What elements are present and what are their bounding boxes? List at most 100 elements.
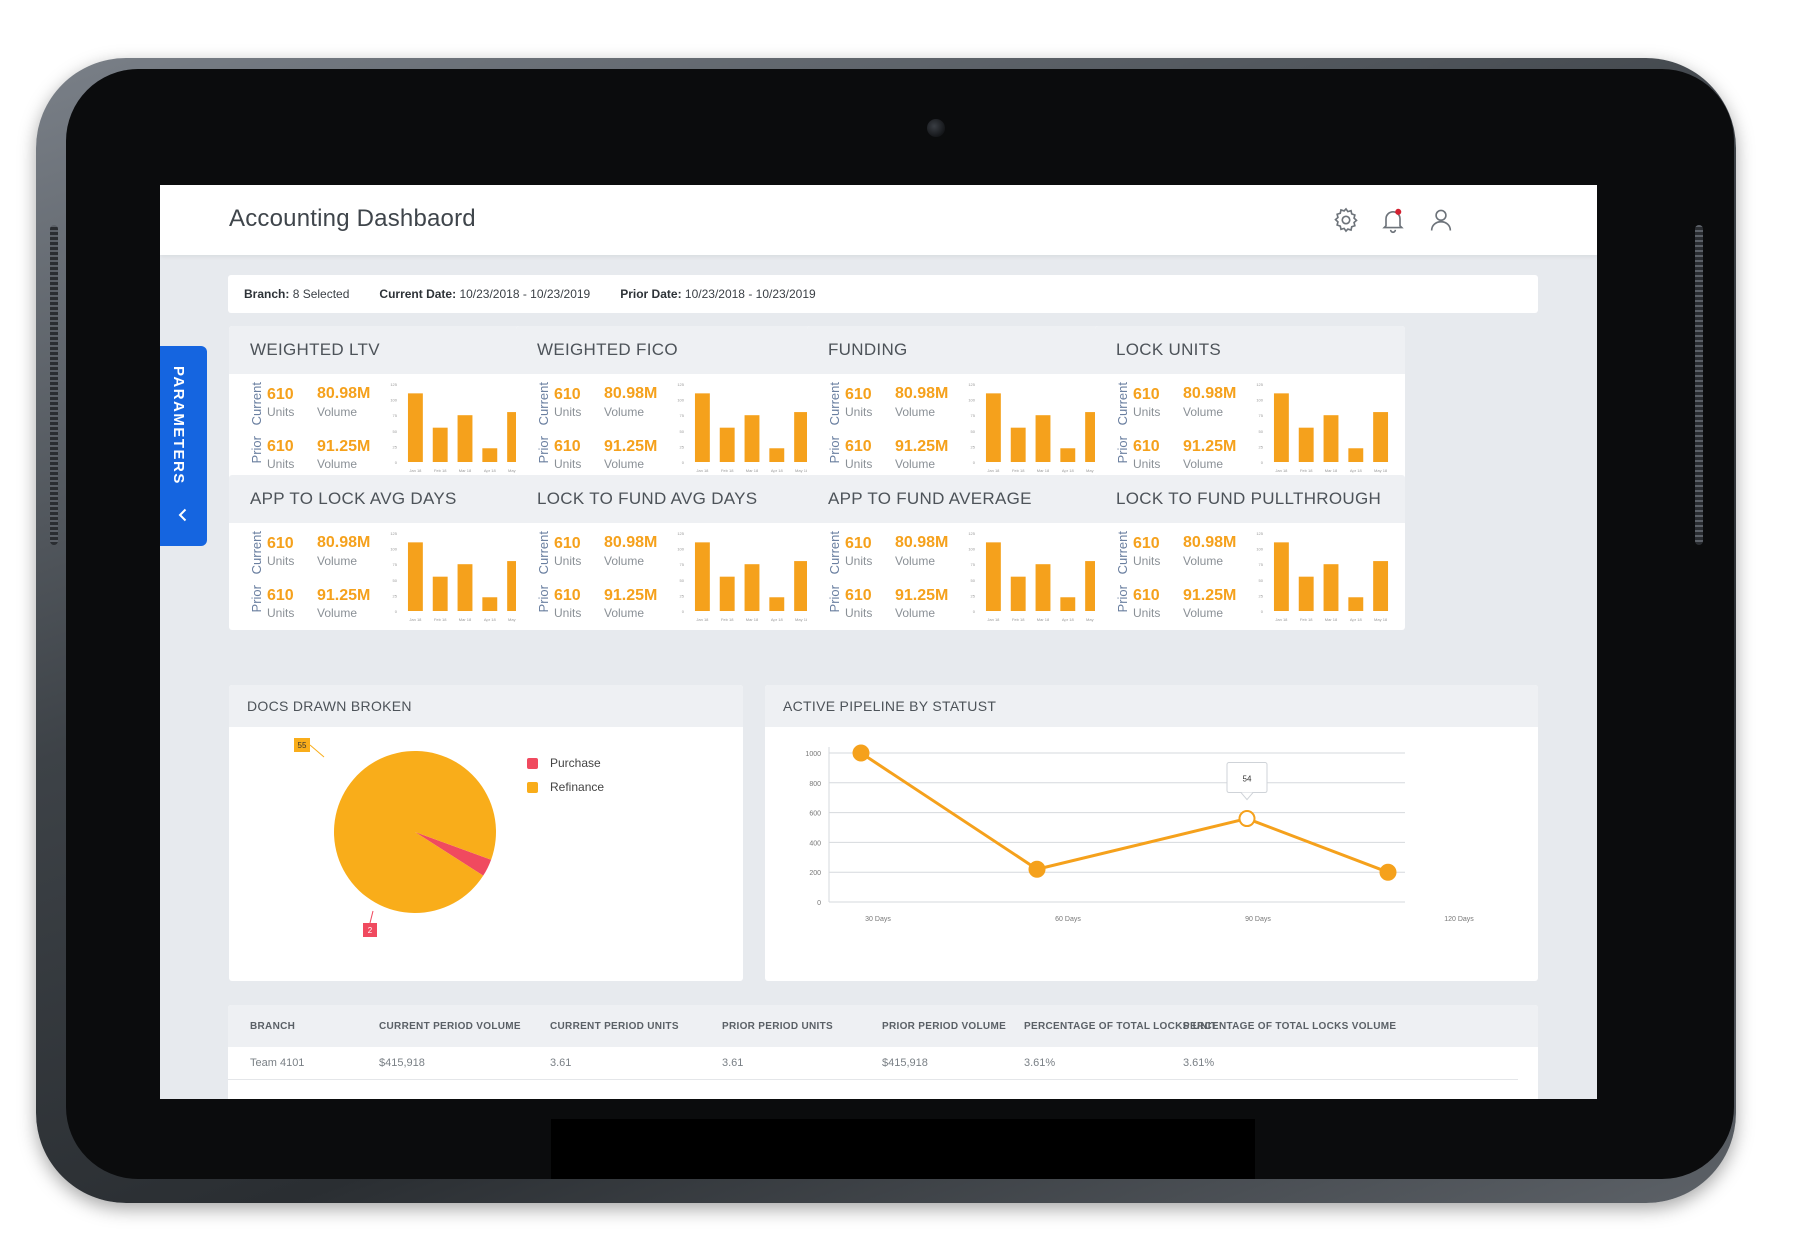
kpi-body: Current Prior 610 Units 80.98M Volume 610 Units… (229, 374, 539, 481)
column-header[interactable]: PERCENTAGE OF TOTAL LOCKS UNIT (1024, 1021, 1218, 1032)
bell-icon[interactable] (1379, 206, 1407, 234)
column-header[interactable]: CURRENT PERIOD UNITS (550, 1021, 679, 1032)
pie-slice[interactable] (415, 832, 492, 876)
kpi-card[interactable]: WEIGHTED LTV Current Prior 610 Units 80.98M Vo… (229, 326, 539, 481)
kpi-card[interactable]: LOCK TO FUND AVG DAYS Current Prior 610 Unit… (516, 475, 826, 630)
bar[interactable] (457, 564, 473, 611)
column-header[interactable]: BRANCH (250, 1021, 296, 1032)
y-tick-label: 100 (677, 398, 684, 403)
bar[interactable] (1060, 448, 1076, 462)
kpi-card[interactable]: WEIGHTED FICO Current Prior 610 Units 80.98M V… (516, 326, 826, 481)
pie-slice[interactable] (334, 750, 497, 913)
y-tick-label: 25 (971, 593, 976, 598)
bar[interactable] (985, 542, 1001, 611)
kpi-card[interactable]: LOCK UNITS Current Prior 610 Units 80.98M Volu… (1095, 326, 1405, 481)
prior-units-value: 610 (267, 438, 294, 455)
bar[interactable] (744, 415, 760, 462)
column-header[interactable]: CURRENT PERIOD VOLUME (379, 1021, 521, 1032)
x-tick-label: Feb 18 (1012, 617, 1025, 622)
bar[interactable] (1323, 564, 1339, 611)
bar[interactable] (1348, 597, 1364, 611)
bar[interactable] (482, 597, 498, 611)
bar[interactable] (1035, 415, 1051, 462)
bar[interactable] (482, 448, 498, 462)
prior-date-filter[interactable]: Prior Date: 10/23/2018 - 10/23/2019 (620, 287, 816, 301)
current-units-value: 610 (845, 386, 872, 403)
table-cell: $415,918 (379, 1057, 425, 1069)
bar[interactable] (744, 564, 760, 611)
bar[interactable] (719, 576, 735, 611)
prior-volume-value: 91.25M (317, 587, 371, 604)
data-point[interactable] (1028, 860, 1046, 878)
y-tick-label: 125 (390, 382, 397, 387)
bar[interactable] (1010, 576, 1026, 611)
bar[interactable] (432, 576, 448, 611)
current-volume-value: 80.98M (604, 534, 658, 551)
x-tick-label: Apr 18 (1062, 617, 1075, 622)
x-tick-label: Feb 18 (1300, 468, 1313, 473)
filter-bar[interactable]: Branch: 8 Selected Current Date: 10/23/2… (228, 275, 1538, 313)
bar[interactable] (457, 415, 473, 462)
y-tick-label: 100 (677, 547, 684, 552)
x-tick-label: May 18 (795, 617, 809, 622)
kpi-card[interactable]: APP TO LOCK AVG DAYS Current Prior 610 Units… (229, 475, 539, 630)
table-cell: 3.61% (1024, 1057, 1056, 1069)
x-tick-label: Jan 18 (696, 617, 709, 622)
y-tick-label: 100 (390, 398, 397, 403)
column-header[interactable]: PRIOR PERIOD UNITS (722, 1021, 833, 1032)
user-icon[interactable] (1427, 206, 1455, 234)
bar[interactable] (794, 412, 810, 462)
kpi-card[interactable]: APP TO FUND AVERAGE Current Prior 610 Units 8… (807, 475, 1117, 630)
bar[interactable] (794, 561, 810, 611)
kpi-card[interactable]: LOCK TO FUND PULLTHROUGH Current Prior 610 U… (1095, 475, 1405, 630)
bar[interactable] (1348, 448, 1364, 462)
legend-purchase[interactable]: Purchase (527, 756, 601, 770)
bar[interactable] (1323, 415, 1339, 462)
x-tick-label: Apr 18 (771, 468, 784, 473)
branch-filter[interactable]: Branch: 8 Selected (244, 287, 350, 301)
y-tick-label: 125 (968, 531, 975, 536)
bar[interactable] (1373, 561, 1389, 611)
bar[interactable] (769, 448, 785, 462)
bar[interactable] (719, 427, 735, 462)
y-tick-label: 75 (971, 562, 976, 567)
table-header: BRANCH CURRENT PERIOD VOLUME CURRENT PERIO… (228, 1005, 1538, 1047)
legend-refinance[interactable]: Refinance (527, 780, 604, 794)
chevron-left-icon[interactable] (174, 506, 192, 524)
x-tick-label: Apr 18 (484, 468, 497, 473)
data-point[interactable] (852, 744, 870, 762)
data-point[interactable] (1379, 863, 1397, 881)
x-tick-label: Jan 18 (409, 617, 422, 622)
data-point[interactable] (1238, 810, 1256, 828)
y-tick-label: 100 (968, 547, 975, 552)
units-label: Units (845, 554, 873, 568)
bar[interactable] (1298, 427, 1314, 462)
bar[interactable] (694, 393, 710, 462)
column-header[interactable]: PERCENTAGE OF TOTAL LOCKS VOLUME (1183, 1021, 1397, 1032)
column-header[interactable]: PRIOR PERIOD VOLUME (882, 1021, 1007, 1032)
current-date-filter[interactable]: Current Date: 10/23/2018 - 10/23/2019 (379, 287, 591, 301)
table-row[interactable]: Team 4101 $415,918 3.61 3.61 $415,918 3.61% 3.… (228, 1047, 1518, 1080)
parameters-tab[interactable]: PARAMETERS (160, 346, 207, 546)
y-tick-label: 400 (809, 840, 821, 847)
bar[interactable] (769, 597, 785, 611)
gear-icon[interactable] (1332, 206, 1360, 234)
bar[interactable] (1273, 393, 1289, 462)
bar[interactable] (1010, 427, 1026, 462)
bar[interactable] (407, 393, 423, 462)
bar[interactable] (985, 393, 1001, 462)
bar[interactable] (1298, 576, 1314, 611)
volume-label: Volume (317, 554, 358, 568)
x-tick-label: Jan 18 (1275, 617, 1288, 622)
bar[interactable] (1060, 597, 1076, 611)
x-tick-label: May 18 (795, 468, 809, 473)
bar[interactable] (407, 542, 423, 611)
kpi-card[interactable]: FUNDING Current Prior 610 Units 80.98M Volume 6… (807, 326, 1117, 481)
x-tick-label: May 18 (1374, 617, 1388, 622)
bar[interactable] (432, 427, 448, 462)
bar[interactable] (1273, 542, 1289, 611)
bar[interactable] (694, 542, 710, 611)
bar[interactable] (1373, 412, 1389, 462)
bar[interactable] (1035, 564, 1051, 611)
legend-swatch (527, 781, 538, 793)
